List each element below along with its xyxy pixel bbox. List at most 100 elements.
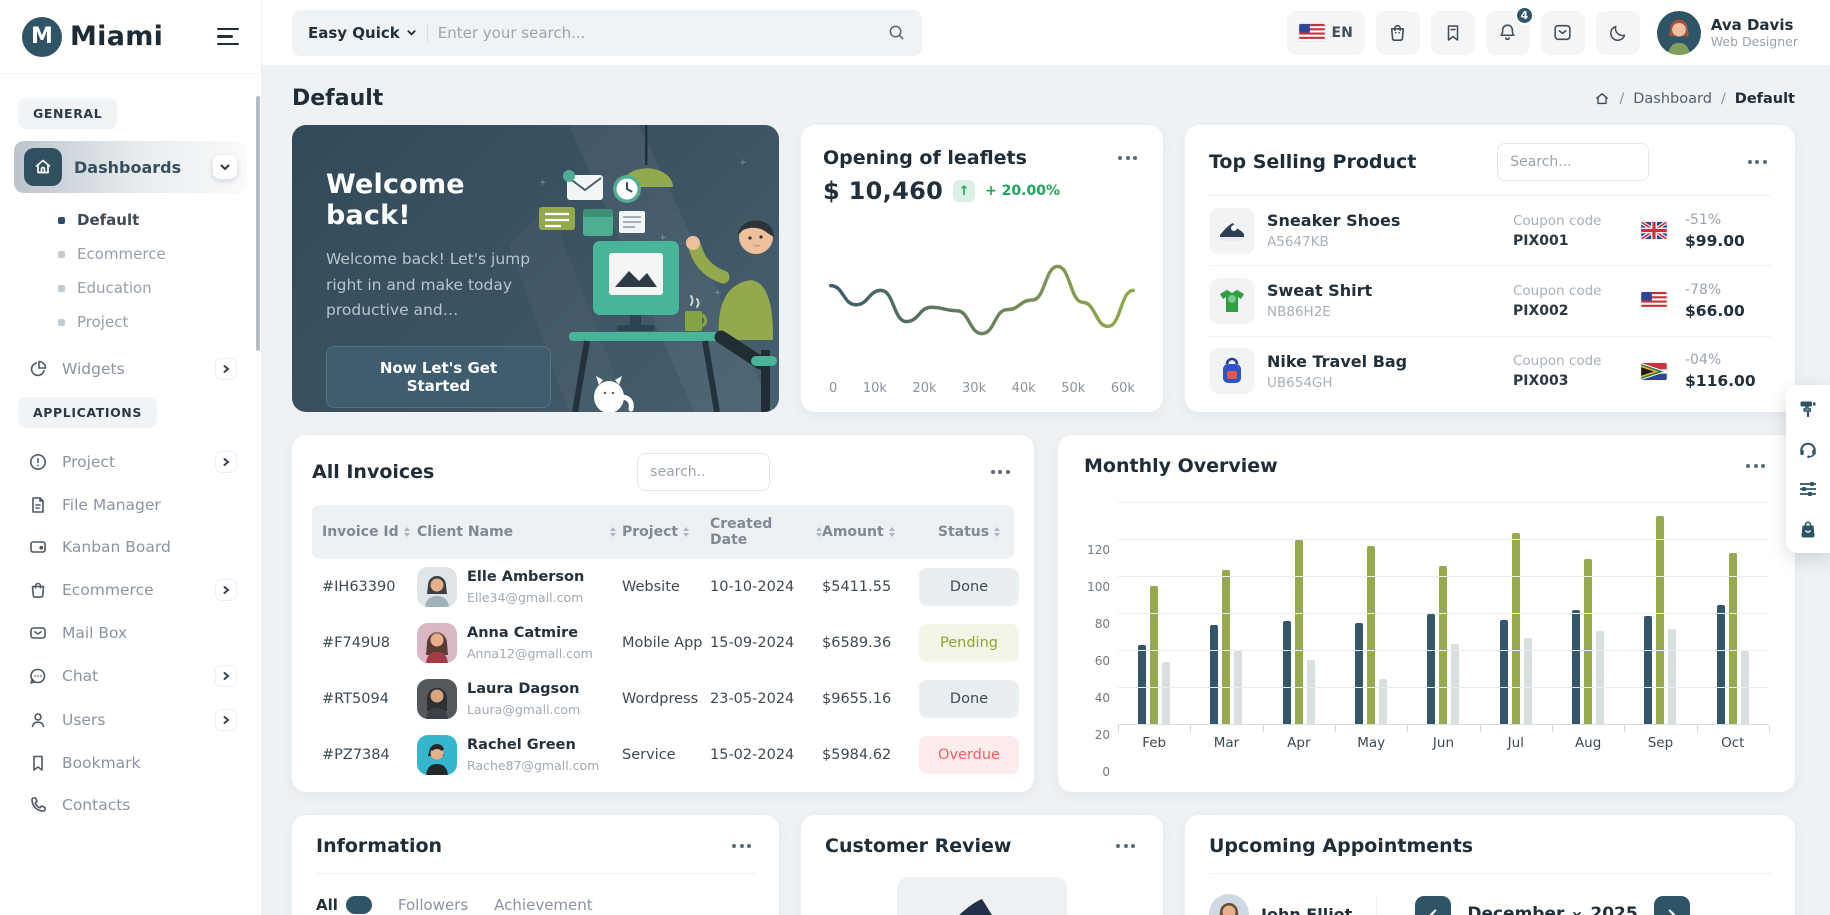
uk-flag-icon: [1641, 222, 1667, 240]
invoice-search-input[interactable]: [637, 453, 771, 491]
review-product-image: [897, 877, 1067, 915]
headset-icon: [1800, 442, 1816, 459]
za-flag-icon: [1641, 362, 1667, 380]
sidebar: M Miami GENERAL Dashboards Default Ecomm…: [0, 0, 262, 915]
dark-mode-toggle[interactable]: [1595, 10, 1640, 55]
shop-button[interactable]: [1798, 519, 1818, 539]
support-button[interactable]: [1798, 439, 1818, 459]
invoice-row[interactable]: #IH63390 Elle Amberson Elle34@gmall.com …: [312, 559, 1019, 615]
product-search-input[interactable]: [1497, 143, 1650, 181]
home-icon[interactable]: [1594, 91, 1610, 107]
messages-button[interactable]: [1540, 10, 1585, 55]
sidebar-toggle-icon[interactable]: [217, 27, 239, 46]
invoice-row[interactable]: #F749U8 Anna Catmire Anna12@gmall.com Mo…: [312, 615, 1019, 671]
welcome-banner: +++++: [292, 125, 779, 412]
notifications-button[interactable]: 4: [1485, 5, 1534, 55]
monthly-overview-card: Monthly Overview 0 20 40 60 80 100 120 Feb Mar A…: [1058, 435, 1795, 792]
leaflets-change: + 20.00%: [985, 183, 1060, 199]
more-menu-icon[interactable]: [1744, 156, 1771, 168]
leaflets-xaxis: 0 10k 20k 30k 40k 50k 60k: [829, 381, 1135, 396]
more-menu-icon[interactable]: [728, 840, 755, 852]
next-month-button[interactable]: [1653, 896, 1690, 915]
sidebar-item-dashboards[interactable]: Dashboards: [14, 141, 247, 193]
search-category-dropdown[interactable]: Easy Quick: [308, 24, 417, 42]
sidebar-item-kanban[interactable]: Kanban Board: [14, 526, 247, 568]
more-menu-icon[interactable]: [1114, 152, 1141, 164]
review-title: Customer Review: [825, 835, 1012, 857]
avatar: [417, 623, 457, 663]
sidebar-item-project-app[interactable]: Project: [14, 440, 247, 484]
sidebar-subitem-ecommerce[interactable]: Ecommerce: [14, 237, 247, 271]
tab-achievement[interactable]: Achievement: [494, 896, 593, 914]
language-selector[interactable]: EN: [1286, 10, 1365, 55]
search-input[interactable]: [437, 23, 877, 42]
tab-followers[interactable]: Followers: [397, 896, 469, 914]
calendar-month-selector[interactable]: December 2025: [1467, 904, 1638, 915]
search-icon[interactable]: [887, 23, 906, 42]
section-label-applications: APPLICATIONS: [18, 397, 157, 428]
brand-logo-icon: M: [22, 16, 62, 57]
brand-name: Miami: [70, 21, 164, 52]
paint-roller-icon: [1800, 401, 1816, 417]
breadcrumb-dashboard[interactable]: Dashboard: [1633, 90, 1712, 107]
welcome-text: Welcome back! Let's jump right in and ma…: [326, 250, 531, 320]
sidebar-item-file-manager[interactable]: File Manager: [14, 484, 247, 526]
topbar: Easy Quick EN: [262, 0, 1830, 66]
invoice-row[interactable]: #PZ7384 Rachel Green Rache87@gmall.com S…: [312, 727, 1019, 783]
monthly-chart: 0 20 40 60 80 100 120 Feb Mar Apr May Jun Jul Aug Sep…: [1084, 502, 1770, 779]
product-row[interactable]: Sweat Shirt NB86H2E Coupon code PIX002 -…: [1209, 266, 1771, 337]
notification-badge: 4: [1514, 5, 1534, 25]
shopping-bag-icon: [1801, 521, 1815, 538]
tab-all[interactable]: All: [316, 896, 372, 914]
dashboards-submenu: Default Ecommerce Education Project: [14, 203, 247, 339]
calendar-nav: December 2025: [1415, 896, 1690, 915]
information-tabs: All Followers Achievement: [316, 896, 755, 914]
product-row[interactable]: Sneaker Shoes A5647KB Coupon code PIX001…: [1209, 196, 1771, 267]
avatar: [417, 567, 457, 607]
avatar: [417, 735, 457, 775]
sidebar-item-contacts[interactable]: Contacts: [14, 784, 247, 826]
appointments-card: Upcoming Appointments John Elliot: [1185, 815, 1795, 915]
us-flag-icon: [1641, 292, 1667, 310]
chevron-down-icon: [1573, 911, 1582, 915]
sidebar-scrollbar[interactable]: [256, 96, 260, 351]
theme-customizer-button[interactable]: [1798, 399, 1818, 419]
sidebar-item-users[interactable]: Users: [14, 698, 247, 742]
more-menu-icon[interactable]: [987, 466, 1014, 478]
avatar: [417, 679, 457, 719]
leaflets-line-svg: [829, 264, 1135, 336]
sidebar-item-chat[interactable]: Chat: [14, 654, 247, 698]
sidebar-subitem-education[interactable]: Education: [14, 271, 247, 305]
more-menu-icon[interactable]: [1112, 840, 1139, 852]
count-pill: [345, 896, 372, 914]
user-icon: [28, 710, 48, 730]
monthly-plot: [1118, 502, 1770, 732]
sidebar-item-ecommerce-app[interactable]: Ecommerce: [14, 568, 247, 612]
chevron-down-icon[interactable]: [213, 155, 237, 179]
welcome-title: Welcome back!: [326, 169, 465, 231]
sidebar-item-widgets[interactable]: Widgets: [14, 347, 247, 391]
page-head: Default / Dashboard / Default: [292, 86, 1795, 111]
status-badge: Overdue: [919, 736, 1019, 774]
prev-month-button[interactable]: [1415, 896, 1452, 915]
appointment-person-name: John Elliot: [1261, 904, 1353, 915]
sidebar-item-bookmark[interactable]: Bookmark: [14, 742, 247, 784]
monthly-yaxis: 0 20 40 60 80 100 120: [1087, 543, 1110, 779]
breadcrumb: / Dashboard / Default: [1594, 91, 1795, 107]
envelope-icon: [1554, 24, 1571, 41]
mail-icon: [28, 623, 48, 643]
global-search: Easy Quick: [292, 9, 922, 56]
sidebar-subitem-default[interactable]: Default: [14, 203, 247, 237]
appointment-person[interactable]: John Elliot: [1209, 894, 1378, 915]
sidebar-item-mailbox[interactable]: Mail Box: [14, 612, 247, 654]
settings-sliders-button[interactable]: [1798, 479, 1818, 499]
product-row[interactable]: Nike Travel Bag UB654GH Coupon code PIX0…: [1209, 337, 1771, 406]
user-menu[interactable]: Ava Davis Web Designer: [1656, 10, 1798, 55]
more-menu-icon[interactable]: [1742, 460, 1769, 472]
user-role: Web Designer: [1710, 34, 1798, 50]
sidebar-subitem-project[interactable]: Project: [14, 305, 247, 339]
cart-button[interactable]: [1375, 10, 1420, 55]
invoice-row[interactable]: #RT5094 Laura Dagson Laura@gmall.com Wor…: [312, 671, 1019, 727]
bookmark-button[interactable]: [1430, 10, 1475, 55]
get-started-button[interactable]: Now Let's Get Started: [326, 345, 551, 408]
